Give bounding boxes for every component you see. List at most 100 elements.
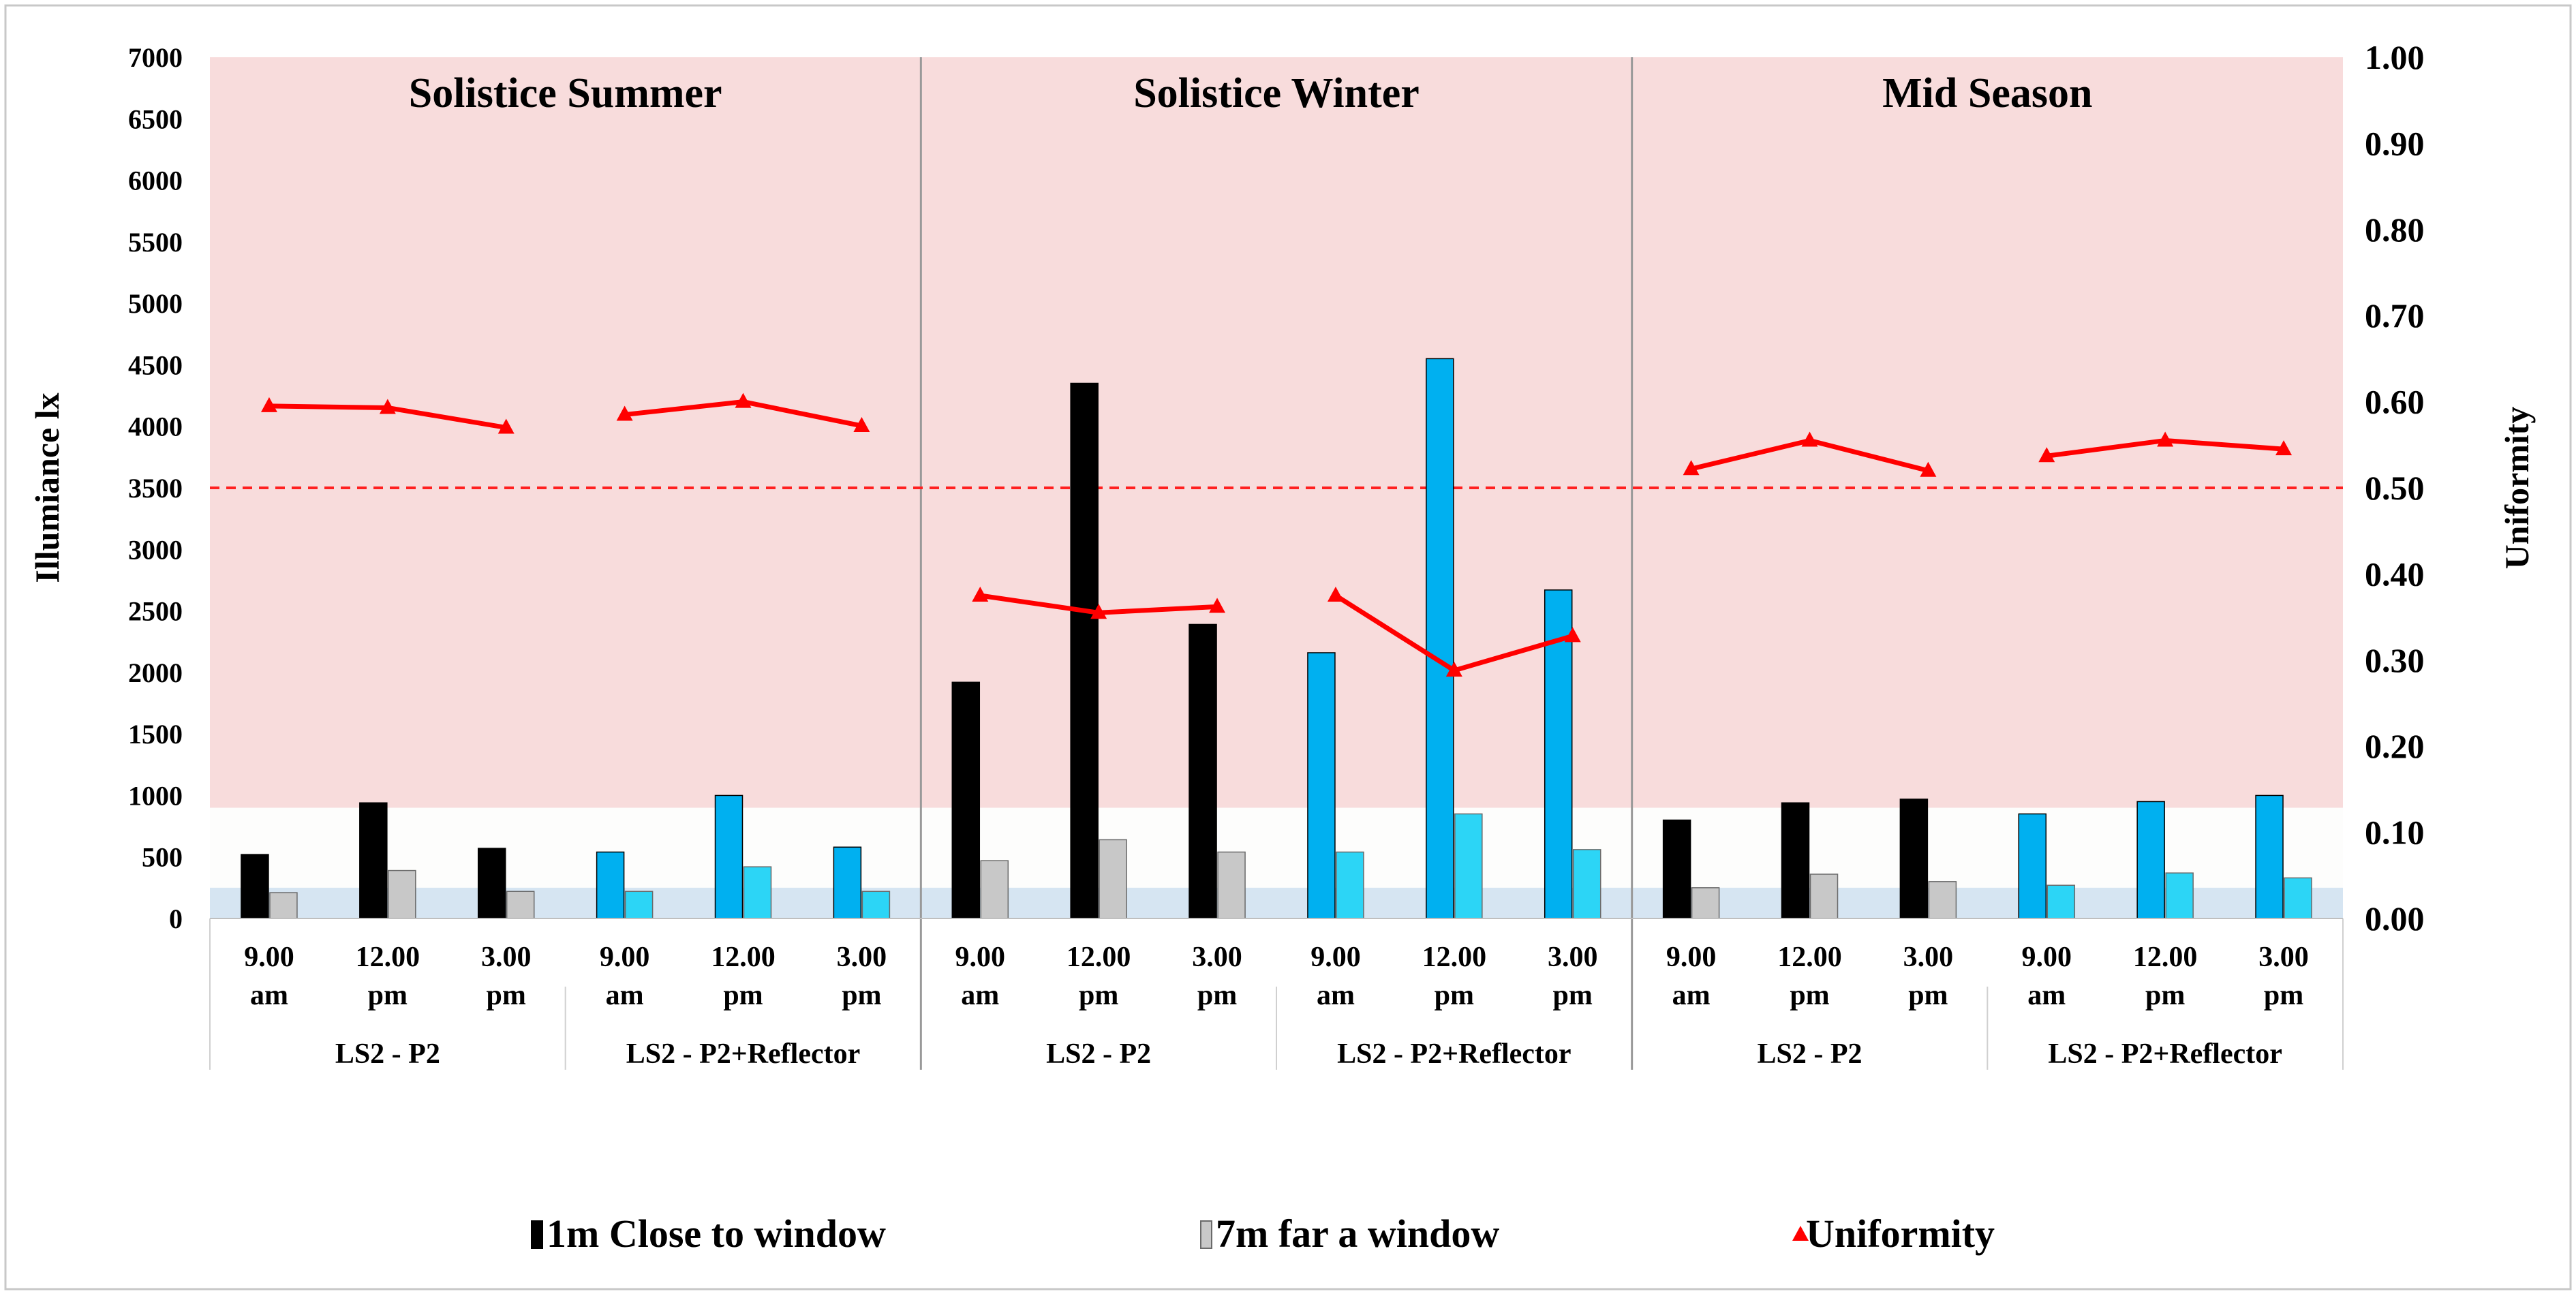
season-title: Mid Season — [1882, 70, 2092, 117]
season-dividers — [919, 57, 1634, 1070]
bar-close-to-window — [1662, 819, 1691, 919]
group-label: LS2 - P2+Reflector — [1337, 1038, 1571, 1070]
time-label: 12.00 — [1422, 942, 1487, 973]
bar-far-from-window — [2284, 877, 2312, 919]
bar-close-to-window — [1781, 802, 1810, 919]
bar-far-from-window — [1572, 849, 1601, 919]
y-right-tick-label: 0.80 — [2365, 211, 2425, 249]
y-right-tick-label: 0.60 — [2365, 383, 2425, 421]
uniformity-marker — [497, 418, 515, 434]
group-label: LS2 - P2+Reflector — [626, 1038, 861, 1070]
uniformity-marker — [2275, 440, 2293, 456]
uniformity-marker — [379, 399, 396, 414]
bar-far-from-window — [1454, 813, 1483, 919]
uniformity-marker — [616, 405, 633, 421]
time-label: 12.00 — [711, 942, 776, 973]
y-right-tick-label: 0.90 — [2365, 124, 2425, 162]
bar-far-from-window — [1928, 881, 1957, 919]
time-label: 12.00 — [1067, 942, 1131, 973]
mid-zone — [210, 807, 2343, 888]
y-left-tick-label: 3000 — [128, 534, 183, 565]
y-right-tick-label: 0.10 — [2365, 814, 2425, 852]
bar-close-to-window — [2018, 813, 2047, 919]
y-right-tick-label: 0.30 — [2365, 641, 2425, 679]
y-left-tick-label: 4000 — [128, 412, 183, 442]
time-label: pm — [1079, 980, 1118, 1011]
time-label: pm — [723, 980, 763, 1011]
bar-close-to-window — [1899, 799, 1929, 919]
bar-close-to-window — [951, 681, 981, 919]
legend-symbol-uniformity — [1792, 1226, 1809, 1241]
time-label: 12.00 — [356, 942, 420, 973]
y-left-tick-label: 5000 — [128, 288, 183, 319]
y-right-tick-label: 0.70 — [2365, 296, 2425, 335]
group-label: LS2 - P2 — [1757, 1038, 1862, 1070]
y-left-tick-label: 1000 — [128, 780, 183, 811]
bar-far-from-window — [1809, 874, 1839, 919]
bar-close-to-window — [359, 802, 388, 919]
time-label: 9.00 — [244, 942, 294, 973]
time-label: 9.00 — [600, 942, 650, 973]
time-label: 3.00 — [1903, 942, 1954, 973]
group-label: LS2 - P2+Reflector — [2048, 1038, 2282, 1070]
time-label: 12.00 — [1777, 942, 1842, 973]
bar-far-from-window — [1099, 839, 1127, 919]
legend: 1m Close to window 7m far a window Uniform… — [531, 1211, 1995, 1256]
bar-close-to-window — [2136, 801, 2165, 919]
bar-close-to-window — [714, 794, 743, 919]
time-label: 9.00 — [2022, 942, 2072, 973]
axes-layer: 0 500 1000 1500 2000 2500 3000 3500 4000 4500 5000… — [28, 38, 2536, 1070]
y-left-tick-label: 1500 — [128, 719, 183, 750]
bar-close-to-window — [833, 846, 862, 919]
legend-label-far: 7m far a window — [1216, 1211, 1499, 1256]
time-label: 9.00 — [955, 942, 1006, 973]
bar-close-to-window — [241, 854, 269, 919]
bar-layer — [241, 358, 2312, 919]
uniformity-marker — [972, 587, 989, 602]
bar-close-to-window — [2255, 794, 2284, 919]
time-label: am — [250, 980, 288, 1011]
time-label: 12.00 — [2133, 942, 2198, 973]
time-label: 3.00 — [481, 942, 532, 973]
bar-far-from-window — [269, 892, 298, 919]
group-label: LS2 - P2 — [335, 1038, 440, 1070]
y-left-axis-title: Illumiance lx — [28, 392, 66, 583]
bar-far-from-window — [1336, 851, 1364, 919]
y-left-tick-label: 2000 — [128, 658, 183, 688]
group-label: LS2 - P2 — [1046, 1038, 1151, 1070]
time-label: 3.00 — [2258, 942, 2309, 973]
uniformity-marker — [1090, 604, 1107, 619]
uniformity-layer — [260, 392, 2293, 677]
uniformity-marker — [2038, 447, 2055, 463]
time-label: 3.00 — [1548, 942, 1598, 973]
y-left-tick-label: 3500 — [128, 473, 183, 504]
season-titles: Solistice Summer Solistice Winter Mid Seas… — [409, 70, 2093, 117]
bar-close-to-window — [1307, 652, 1336, 919]
background-zones — [210, 57, 2343, 918]
bar-far-from-window — [861, 891, 891, 919]
y-right-tick-label: 0.00 — [2365, 899, 2425, 938]
bar-far-from-window — [980, 860, 1009, 919]
time-label: pm — [1790, 980, 1829, 1011]
time-label: am — [606, 980, 644, 1011]
bar-far-from-window — [2165, 872, 2194, 919]
time-label: 9.00 — [1310, 942, 1361, 973]
bar-far-from-window — [624, 891, 654, 919]
time-label: pm — [842, 980, 881, 1011]
y-right-tick-label: 0.20 — [2365, 727, 2425, 765]
legend-symbol-far — [1200, 1220, 1212, 1249]
uniformity-marker — [1683, 460, 1700, 476]
uniformity-marker — [1209, 598, 1226, 613]
time-label: am — [2027, 980, 2066, 1011]
y-left-tick-label: 5500 — [128, 227, 183, 258]
time-label: 3.00 — [1192, 942, 1242, 973]
uniformity-marker — [1445, 661, 1462, 677]
bar-far-from-window — [743, 866, 772, 919]
time-label: am — [1672, 980, 1711, 1011]
time-label: pm — [2264, 980, 2303, 1011]
y-left-tick-label: 500 — [142, 842, 183, 873]
y-left-tick-label: 6000 — [128, 166, 183, 196]
time-label: pm — [487, 980, 526, 1011]
season-title: Solistice Summer — [409, 70, 722, 117]
